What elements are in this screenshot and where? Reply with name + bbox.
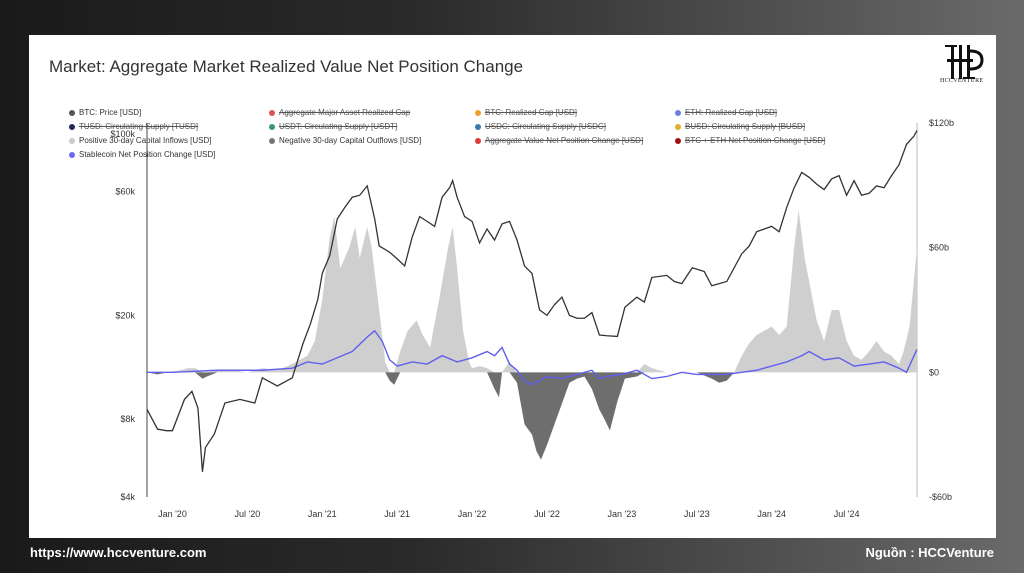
x-tick-label: Jan '24 [757, 509, 786, 519]
legend-dot [69, 151, 75, 158]
legend-item[interactable]: Positive 30-day Capital Inflows [USD] [69, 136, 212, 145]
logo-text: HCCVENTURE [940, 78, 984, 84]
legend-label: Aggregate Value Net Position Change [USD… [485, 136, 644, 145]
legend-label: TUSD: Circulating Supply [TUSD] [79, 122, 199, 131]
y-right-tick-label: $120b [929, 118, 954, 128]
legend-label: BTC + ETH Net Position Change [USD] [685, 136, 826, 145]
legend-dot [675, 109, 681, 116]
negative-outflows-area [147, 372, 917, 460]
legend-label: BTC: Price [USD] [79, 108, 142, 117]
legend-dot [69, 109, 75, 116]
legend-dot [675, 123, 681, 130]
legend-label: Aggregate Major Asset Realized Cap [279, 108, 411, 117]
legend-item[interactable]: BTC: Price [USD] [69, 108, 141, 117]
legend-item[interactable]: Aggregate Major Asset Realized Cap [269, 108, 410, 117]
footer-website[interactable]: https://www.hccventure.com [30, 545, 207, 560]
y-left-tick-label: $60k [115, 186, 135, 196]
legend-item[interactable]: Aggregate Value Net Position Change [USD… [475, 136, 643, 145]
x-tick-label: Jul '21 [384, 509, 410, 519]
legend-label: USDT: Circulating Supply [USDT] [279, 122, 398, 131]
x-tick-label: Jan '20 [158, 509, 187, 519]
legend-label: USDC: Circulating Supply [USDC] [485, 122, 606, 131]
btc-price-line [146, 130, 918, 472]
y-right-tick-label: -$60b [929, 492, 952, 502]
positive-inflows-area [147, 210, 917, 373]
legend-dot [269, 123, 275, 130]
x-tick-label: Jul '24 [834, 509, 860, 519]
legend-dot [269, 109, 275, 116]
legend-item[interactable]: BTC + ETH Net Position Change [USD] [675, 136, 825, 145]
legend-dot [269, 137, 275, 144]
x-tick-label: Jan '22 [458, 509, 487, 519]
legend-item[interactable]: USDC: Circulating Supply [USDC] [475, 122, 606, 131]
stablecoin-net-line [147, 329, 918, 386]
legend-dot [69, 137, 75, 144]
legend-label: BTC: Realized Cap [USD] [485, 108, 578, 117]
y-left-tick-label: $4k [120, 492, 135, 502]
legend-dot [69, 123, 75, 130]
chart-title: Market: Aggregate Market Realized Value … [49, 57, 524, 76]
legend-label: Negative 30-day Capital Outflows [USD] [279, 136, 422, 145]
chart-card: Market: Aggregate Market Realized Value … [29, 35, 996, 538]
legend-label: BUSD: Circulating Supply [BUSD] [685, 122, 806, 131]
legend-item[interactable]: BUSD: Circulating Supply [BUSD] [675, 122, 805, 131]
legend-label: Positive 30-day Capital Inflows [USD] [79, 136, 212, 145]
footer-source: Nguồn : HCCVenture [865, 545, 994, 560]
legend-item[interactable]: TUSD: Circulating Supply [TUSD] [69, 122, 198, 131]
legend-item[interactable]: Negative 30-day Capital Outflows [USD] [269, 136, 421, 145]
legend-label: ETH: Realized Cap [USD] [685, 108, 778, 117]
x-tick-label: Jul '23 [684, 509, 710, 519]
x-tick-label: Jan '23 [608, 509, 637, 519]
y-right-tick-label: $60b [929, 243, 949, 253]
y-right-tick-label: $0 [929, 367, 939, 377]
legend-item[interactable]: ETH: Realized Cap [USD] [675, 108, 777, 117]
y-left-tick-label: $20k [115, 310, 135, 320]
x-tick-label: Jan '21 [308, 509, 337, 519]
x-tick-label: Jul '22 [534, 509, 560, 519]
legend-dot [675, 137, 681, 144]
y-left-tick-label: $100k [110, 129, 135, 139]
legend-item[interactable]: BTC: Realized Cap [USD] [475, 108, 577, 117]
legend-dot [475, 109, 481, 116]
hccventure-logo-icon [945, 45, 984, 79]
legend-dot [475, 123, 481, 130]
chart-plot: $100k $60k $20k $8k $4k $120b $60b $0 -$60b Jan '… [110, 118, 954, 519]
legend-item[interactable]: USDT: Circulating Supply [USDT] [269, 122, 397, 131]
x-tick-label: Jul '20 [235, 509, 261, 519]
legend-dot [475, 137, 481, 144]
y-left-tick-label: $8k [120, 414, 135, 424]
